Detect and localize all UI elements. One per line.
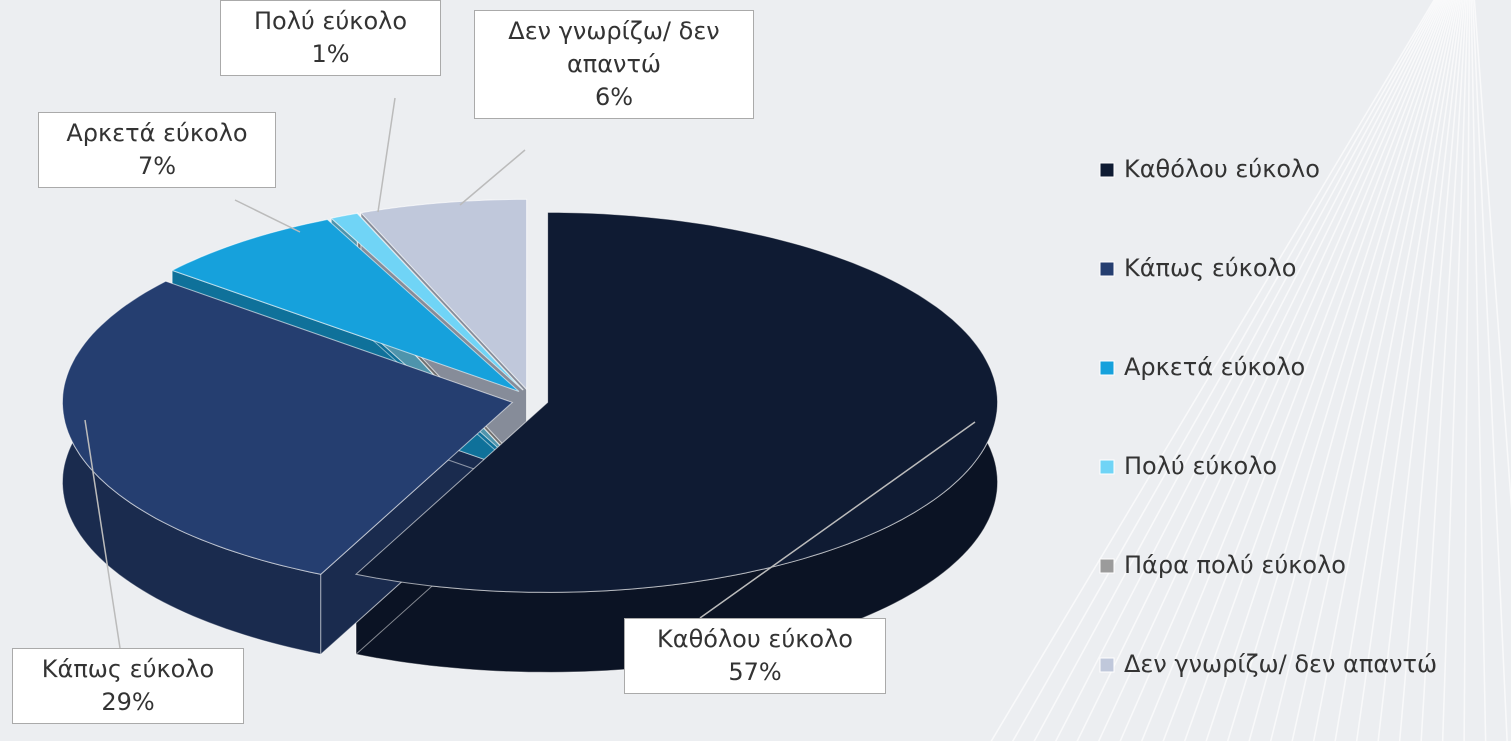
legend-label: Πολύ εύκολο (1124, 452, 1277, 480)
data-label-category: Δεν γνωρίζω/ δεν απαντώ (508, 17, 720, 78)
background-ray (1472, 0, 1508, 741)
background-ray (1097, 0, 1444, 741)
background-ray (1054, 0, 1440, 741)
data-label-box: Αρκετά εύκολο 7% (38, 112, 276, 188)
background-ray (1033, 0, 1439, 741)
pie-tops (61, 198, 999, 593)
data-label: 57% (728, 658, 782, 686)
leader-line (84, 419, 121, 649)
leader-lines (84, 97, 976, 649)
leader-line (377, 97, 396, 213)
legend-label: Πάρα πολύ εύκολο (1124, 551, 1346, 579)
background-lines (990, 0, 1511, 741)
background-ray (1291, 0, 1458, 741)
legend-marker (1099, 558, 1115, 574)
background-ray (1470, 0, 1487, 741)
leader-line (234, 199, 301, 233)
background-ray (1355, 0, 1463, 741)
background-ray (1140, 0, 1447, 741)
leader-line (699, 421, 976, 619)
pie-slice (61, 280, 514, 575)
background-ray (1398, 0, 1466, 741)
background-ray (1441, 0, 1469, 741)
background-ray (1183, 0, 1450, 741)
data-label: 29% (101, 688, 155, 716)
legend-label: Δεν γνωρίζω/ δεν απαντώ (1124, 650, 1437, 678)
data-label-category: Πολύ εύκολο (253, 7, 408, 35)
background-ray (1312, 0, 1460, 741)
pie-slice (170, 218, 520, 392)
legend-label: Κάπως εύκολο (1124, 254, 1296, 282)
background-ray (1162, 0, 1448, 741)
data-label: 7% (137, 152, 177, 180)
data-label: 1% (311, 40, 350, 68)
legend-label: Αρκετά εύκολο (1124, 353, 1305, 381)
data-label-box: Καθόλου εύκολο 57% (624, 618, 886, 694)
pie-slice (354, 211, 999, 593)
leader-line (459, 149, 526, 206)
data-label-category: Κάπως εύκολο (41, 655, 215, 683)
pie-slice (359, 198, 528, 391)
legend: Καθόλου εύκολο Κάπως εύκολο Αρκετά εύκολο Π… (1099, 155, 1437, 678)
legend-marker (1099, 162, 1115, 178)
data-label-box: Κάπως εύκολο 29% (12, 648, 244, 724)
background-ray (1269, 0, 1456, 741)
background-ray (1463, 0, 1471, 741)
legend-marker (1099, 459, 1115, 475)
legend-marker (1099, 360, 1115, 376)
data-label-box: Πολύ εύκολο 1% (220, 0, 441, 76)
background-ray (1205, 0, 1452, 741)
data-label-category: Καθόλου εύκολο (657, 625, 853, 653)
background-ray (1334, 0, 1461, 741)
data-label-box: Δεν γνωρίζω/ δεν απαντώ 6% (474, 10, 754, 119)
background-ray (1248, 0, 1455, 741)
legend-marker (1099, 261, 1115, 277)
background-ray (1011, 0, 1437, 741)
background-ray (1076, 0, 1442, 741)
background-ray (1420, 0, 1468, 741)
background-ray (1226, 0, 1453, 741)
pie-slice (357, 212, 524, 391)
background-ray (990, 0, 1436, 741)
background-ray (1473, 0, 1511, 511)
data-label-category: Αρκετά εύκολο (66, 119, 248, 147)
background-ray (1119, 0, 1445, 741)
background-ray (1377, 0, 1464, 741)
data-label: 6% (594, 83, 634, 111)
legend-label: Καθόλου εύκολο (1124, 155, 1320, 183)
legend-marker (1099, 657, 1115, 673)
